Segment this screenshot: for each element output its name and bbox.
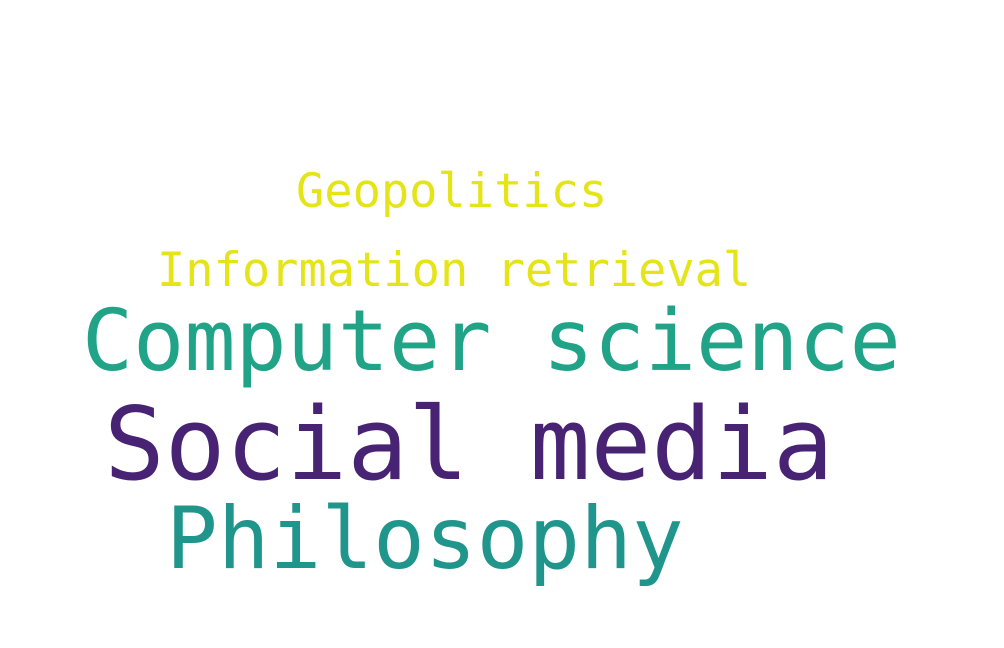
word-social-media: Social media	[104, 385, 834, 503]
word-computer-science: Computer science	[82, 292, 901, 391]
word-information-retrieval: Information retrieval	[157, 243, 752, 298]
word-geopolitics: Geopolitics	[296, 164, 608, 219]
word-philosophy: Philosophy	[166, 489, 684, 589]
